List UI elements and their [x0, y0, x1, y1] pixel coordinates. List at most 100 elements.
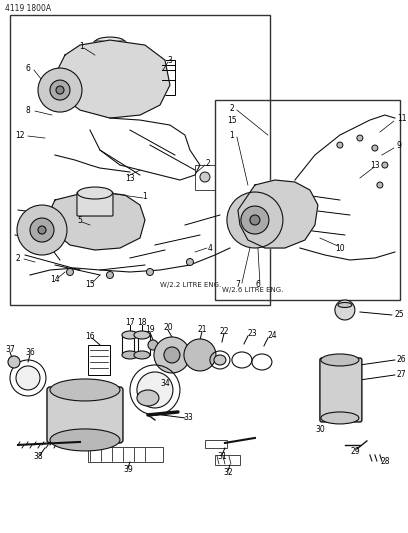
Polygon shape — [238, 180, 318, 248]
Text: 16: 16 — [85, 333, 95, 342]
Text: 1: 1 — [80, 42, 84, 51]
Bar — [160, 60, 175, 95]
Text: 2: 2 — [230, 103, 234, 112]
Text: 10: 10 — [335, 244, 345, 253]
Bar — [88, 345, 110, 375]
Circle shape — [146, 269, 153, 276]
Text: 6: 6 — [26, 63, 31, 72]
Ellipse shape — [50, 429, 120, 451]
Text: 1: 1 — [142, 191, 147, 200]
Text: 9: 9 — [397, 141, 402, 150]
Text: 30: 30 — [315, 425, 325, 434]
Ellipse shape — [95, 67, 125, 77]
Text: W/2.2 LITRE ENG.: W/2.2 LITRE ENG. — [160, 282, 221, 288]
Circle shape — [154, 337, 190, 373]
Circle shape — [67, 269, 73, 276]
Bar — [215, 455, 240, 465]
Text: 36: 36 — [25, 349, 35, 358]
Circle shape — [200, 172, 210, 182]
Bar — [10, 15, 270, 305]
Ellipse shape — [214, 355, 226, 365]
Text: 7: 7 — [235, 280, 240, 289]
Circle shape — [227, 192, 283, 248]
Circle shape — [164, 347, 180, 363]
Text: 15: 15 — [85, 280, 95, 289]
Text: 25: 25 — [395, 311, 404, 319]
Circle shape — [184, 339, 216, 371]
Ellipse shape — [122, 331, 138, 339]
Ellipse shape — [50, 379, 120, 401]
Text: 12: 12 — [15, 131, 25, 140]
Circle shape — [30, 218, 54, 242]
Circle shape — [335, 300, 355, 320]
Text: 15: 15 — [227, 116, 237, 125]
Circle shape — [50, 80, 70, 100]
Circle shape — [8, 356, 20, 368]
Text: 18: 18 — [137, 319, 147, 327]
Ellipse shape — [137, 390, 159, 406]
Text: W/2.6 LITRE ENG.: W/2.6 LITRE ENG. — [222, 287, 283, 293]
Circle shape — [382, 162, 388, 168]
Ellipse shape — [95, 37, 125, 47]
Polygon shape — [55, 40, 170, 118]
Text: 6: 6 — [255, 280, 260, 289]
Circle shape — [16, 366, 40, 390]
Bar — [205, 440, 227, 448]
Circle shape — [106, 271, 113, 279]
Text: 37: 37 — [5, 345, 15, 354]
Bar — [215, 100, 400, 300]
Ellipse shape — [148, 340, 158, 350]
Text: 34: 34 — [160, 379, 170, 389]
Text: 1: 1 — [230, 131, 234, 140]
Text: 33: 33 — [183, 414, 193, 423]
Text: 39: 39 — [123, 465, 133, 474]
Ellipse shape — [338, 303, 352, 308]
Text: 27: 27 — [397, 370, 406, 379]
Text: 23: 23 — [247, 329, 257, 338]
Text: 21: 21 — [197, 326, 207, 335]
Text: 19: 19 — [145, 326, 155, 335]
Text: 2: 2 — [16, 254, 20, 263]
Circle shape — [137, 372, 173, 408]
Ellipse shape — [122, 351, 138, 359]
Text: 31: 31 — [217, 453, 227, 462]
Circle shape — [38, 226, 46, 234]
Text: 13: 13 — [370, 160, 380, 169]
Text: 4119 1800A: 4119 1800A — [5, 4, 51, 13]
Text: 32: 32 — [223, 469, 233, 478]
Text: 11: 11 — [397, 114, 406, 123]
Text: 14: 14 — [50, 276, 60, 285]
Text: 17: 17 — [125, 319, 135, 327]
Text: 28: 28 — [380, 457, 390, 466]
Ellipse shape — [134, 351, 150, 359]
FancyBboxPatch shape — [320, 358, 362, 422]
Text: 22: 22 — [219, 327, 228, 336]
Text: 2: 2 — [206, 158, 210, 167]
Text: 29: 29 — [350, 447, 360, 456]
Bar — [195, 165, 215, 190]
Circle shape — [241, 206, 269, 234]
Circle shape — [250, 215, 260, 225]
Ellipse shape — [321, 354, 359, 366]
Circle shape — [337, 142, 343, 148]
Text: 5: 5 — [78, 215, 82, 224]
Text: 4: 4 — [208, 244, 213, 253]
FancyBboxPatch shape — [94, 41, 126, 73]
Circle shape — [186, 259, 193, 265]
Text: 38: 38 — [33, 453, 43, 462]
Text: 24: 24 — [267, 332, 277, 341]
Circle shape — [17, 205, 67, 255]
Ellipse shape — [134, 331, 150, 339]
Ellipse shape — [321, 412, 359, 424]
Circle shape — [56, 86, 64, 94]
FancyBboxPatch shape — [77, 192, 113, 216]
Text: 13: 13 — [125, 174, 135, 182]
Circle shape — [38, 68, 82, 112]
Polygon shape — [48, 192, 145, 250]
FancyBboxPatch shape — [47, 387, 123, 443]
Text: 3: 3 — [168, 55, 173, 64]
Circle shape — [357, 135, 363, 141]
Bar — [88, 447, 163, 462]
Text: 20: 20 — [163, 324, 173, 333]
Text: 26: 26 — [397, 356, 406, 365]
